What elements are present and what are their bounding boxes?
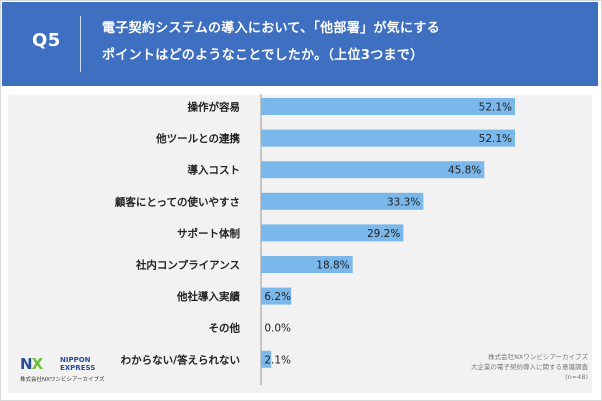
category-label: 他ツールとの連携	[155, 132, 240, 145]
value-label: 45.8%	[448, 165, 481, 177]
category-label: 操作が容易	[188, 101, 241, 114]
question-divider	[80, 16, 81, 72]
logo-brand: NIPPON EXPRESS	[60, 356, 95, 372]
question-text: 電子契約システムの導入において、「他部署」が気にする ポイントはどのようなことで…	[102, 15, 592, 69]
value-label: 6.2%	[264, 291, 291, 303]
logo-mark-n: N	[20, 355, 33, 373]
question-line-1: 電子契約システムの導入において、「他部署」が気にする	[102, 21, 441, 36]
nx-logo: NX NIPPON EXPRESS 株式会社NXワンビシアーカイブズ	[20, 355, 140, 387]
source-note: 株式会社NXワンビシアーカイブズ 大企業の電子契約導入に関する意識調査 (n=4…	[471, 352, 588, 382]
bar	[261, 161, 485, 179]
logo-company: 株式会社NXワンビシアーカイブズ	[20, 377, 105, 383]
category-label: 顧客にとっての使いやすさ	[115, 195, 240, 208]
category-label: わからない/答えられない	[121, 353, 240, 366]
question-label: Q5	[32, 30, 61, 51]
bar	[261, 287, 292, 305]
bar	[261, 129, 515, 147]
question-line-2: ポイントはどのようなことでしたか。（上位3つまで）	[102, 48, 424, 63]
value-label: 29.2%	[367, 228, 400, 240]
value-label: 52.1%	[479, 133, 512, 145]
category-label: 導入コスト	[188, 164, 241, 177]
category-label: 社内コンプライアンス	[135, 259, 240, 272]
logo-brand-line2: EXPRESS	[60, 364, 96, 372]
bar	[261, 192, 424, 210]
category-label: サポート体制	[177, 227, 240, 240]
question-header: Q5 電子契約システムの導入において、「他部署」が気にする ポイントはどのような…	[2, 2, 598, 86]
source-line-1: 株式会社NXワンビシアーカイブズ	[488, 353, 588, 361]
value-label: 2.1%	[264, 354, 291, 366]
bar-group: 操作が容易 52.1% 他ツールとの連携 52.1% 導入コスト 45.8% 顧客にとっての…	[115, 94, 515, 385]
bar	[261, 98, 515, 115]
category-label: その他	[209, 322, 241, 335]
logo-mark: NX	[20, 355, 44, 373]
source-line-2: 大企業の電子契約導入に関する意識調査	[471, 363, 588, 371]
bar	[261, 224, 404, 242]
value-label: 0.0%	[264, 323, 291, 335]
value-label: 18.8%	[316, 260, 349, 272]
logo-brand-line1: NIPPON	[60, 356, 91, 364]
value-label: 52.1%	[479, 102, 512, 114]
bar	[261, 350, 272, 368]
source-line-3: (n=48)	[565, 373, 588, 381]
bar	[261, 256, 353, 273]
value-label: 33.3%	[387, 196, 420, 208]
logo-mark-x: X	[31, 355, 44, 373]
category-label: 他社導入実績	[176, 290, 240, 303]
